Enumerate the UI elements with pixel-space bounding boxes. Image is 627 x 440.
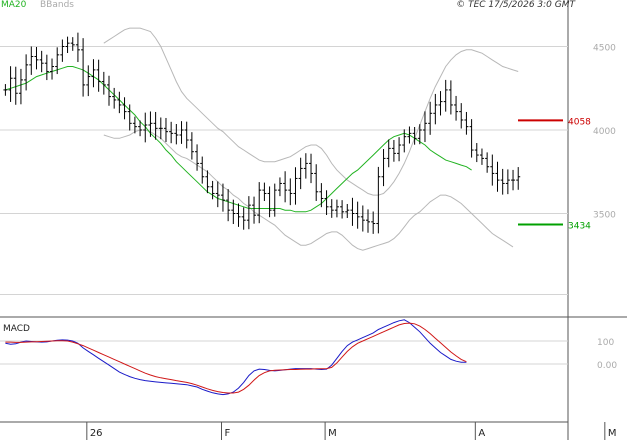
axis-layer: 4500 4000 3500 100 0.00 26 F M A M xyxy=(86,44,617,440)
macd-layer: MACD xyxy=(3,319,467,396)
macd-y-tick-label: 0.00 xyxy=(597,361,617,371)
macd-series-macd xyxy=(5,319,467,396)
level-label-support: 3434 xyxy=(568,222,591,232)
levels-layer: 4058 3434 xyxy=(518,117,591,232)
bbands-legend-label: BBands xyxy=(40,0,74,10)
copyright-label: © TEC 17/5/2026 3:0 GMT xyxy=(456,0,575,10)
x-tick-label: M xyxy=(608,428,617,439)
ma20-layer xyxy=(5,66,472,213)
ma20-legend-label: MA20 xyxy=(1,0,27,10)
x-tick-label: M xyxy=(328,428,337,439)
x-tick-label: F xyxy=(225,428,231,439)
bb-lower-line xyxy=(103,129,514,251)
x-tick-label: A xyxy=(478,428,485,439)
x-tick-label: 26 xyxy=(90,428,103,439)
price-bars-layer xyxy=(3,32,521,234)
price-y-tick-label: 3500 xyxy=(593,211,616,221)
macd-y-tick-label: 100 xyxy=(597,338,614,348)
grid-layer xyxy=(0,46,568,365)
level-label-resistance: 4058 xyxy=(568,117,591,127)
macd-series-signal xyxy=(5,322,467,394)
ma20-line xyxy=(5,66,472,213)
price-y-tick-label: 4500 xyxy=(593,44,616,54)
bb-upper-line xyxy=(103,27,519,196)
macd-title: MACD xyxy=(3,324,30,334)
bollinger-bands-layer xyxy=(103,27,519,251)
price-y-tick-label: 4000 xyxy=(593,127,616,137)
